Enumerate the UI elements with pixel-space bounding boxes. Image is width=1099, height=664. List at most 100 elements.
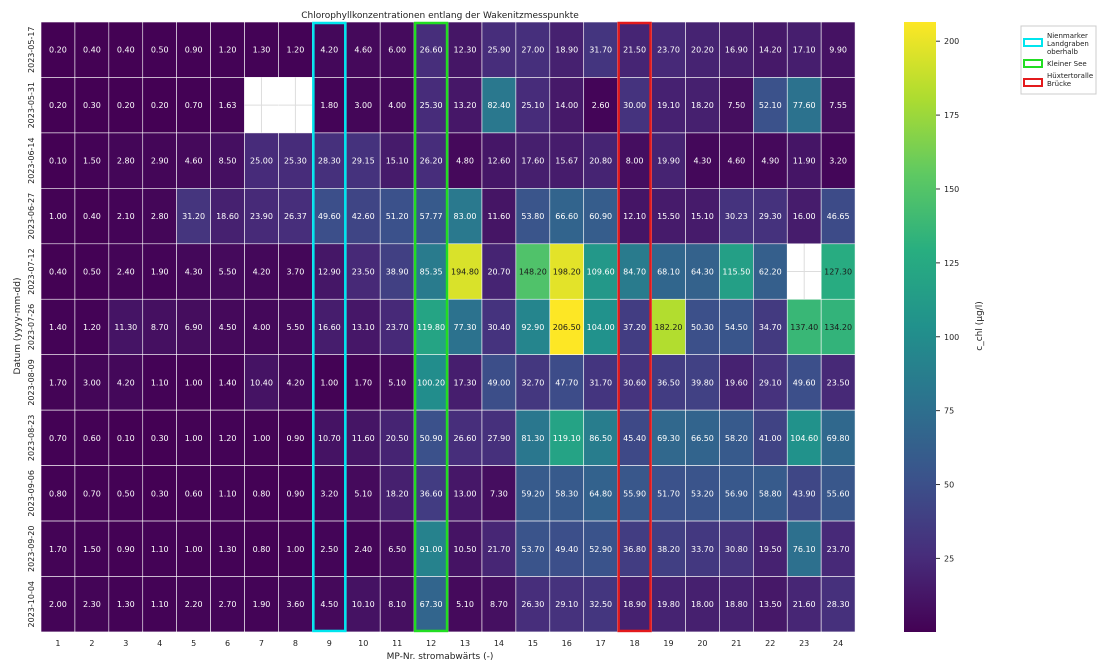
- cell-value-label: 21.50: [623, 46, 646, 55]
- heatmap-cell: [74, 354, 110, 411]
- heatmap-cell: [786, 409, 822, 466]
- cell-value-label: 109.60: [587, 268, 615, 277]
- cell-value-label: 13.10: [352, 323, 375, 332]
- heatmap-cell: [379, 298, 415, 356]
- heatmap-cell: [244, 132, 279, 189]
- cell-value-label: 12.60: [487, 157, 510, 166]
- cell-value-label: 4.50: [219, 323, 237, 332]
- cell-value-label: 182.20: [655, 323, 683, 332]
- legend-label: Nienmarker Landgraben oberhalb: [1047, 32, 1089, 56]
- cell-value-label: 0.90: [185, 46, 203, 55]
- cell-value-label: 0.30: [151, 489, 169, 498]
- cell-value-label: 25.90: [487, 46, 510, 55]
- cell-value-label: 46.65: [827, 212, 850, 221]
- heatmap-cell: [345, 465, 381, 522]
- y-tick-label: 2023-08-09: [27, 359, 36, 406]
- cell-value-label: 1.20: [286, 46, 304, 55]
- cell-value-label: 21.70: [487, 545, 510, 554]
- heatmap-cell: [244, 21, 279, 78]
- cell-value-label: 32.70: [521, 378, 544, 387]
- heatmap-cell: [210, 132, 245, 189]
- heatmap-cell: [820, 298, 856, 356]
- colorbar-gradient: [904, 22, 936, 632]
- heatmap-cell: [176, 520, 211, 577]
- heatmap-cell: [447, 243, 483, 300]
- heatmap-cell: [753, 465, 788, 522]
- heatmap-cell: [447, 520, 483, 577]
- cell-value-label: 1.10: [151, 600, 169, 609]
- cell-value-label: 3.60: [286, 600, 304, 609]
- cell-value-label: 0.80: [253, 545, 271, 554]
- cell-value-label: 23.70: [657, 46, 680, 55]
- heatmap-cell: [312, 243, 347, 300]
- cell-value-label: 2.10: [117, 212, 135, 221]
- cell-value-label: 1.00: [286, 545, 304, 554]
- cell-value-label: 36.50: [657, 378, 680, 387]
- cell-value-label: 4.20: [253, 268, 271, 277]
- cell-value-label: 19.80: [657, 600, 680, 609]
- cell-value-label: 12.90: [318, 268, 341, 277]
- cell-value-label: 3.20: [320, 489, 338, 498]
- heatmap-cell: [379, 243, 415, 300]
- cell-value-label: 27.90: [487, 434, 510, 443]
- heatmap-cell: [74, 520, 110, 577]
- y-tick-label: 2023-06-27: [27, 193, 36, 240]
- heatmap-cell: [345, 409, 381, 466]
- cell-value-label: 0.20: [49, 101, 67, 110]
- heatmap-cell: [481, 576, 517, 633]
- cell-value-label: 4.20: [117, 378, 135, 387]
- cell-value-label: 5.10: [354, 489, 372, 498]
- x-tick-label: 17: [596, 639, 606, 648]
- heatmap-cell: [108, 298, 144, 356]
- heatmap-cell: [312, 354, 347, 411]
- heatmap-cell: [685, 409, 720, 466]
- cell-value-label: 0.90: [117, 545, 135, 554]
- cell-value-label: 51.70: [657, 489, 680, 498]
- heatmap-cell: [74, 188, 110, 245]
- heatmap-cell: [583, 520, 618, 577]
- cell-value-label: 85.35: [420, 268, 443, 277]
- cell-value-label: 0.40: [117, 46, 135, 55]
- cell-value-label: 86.50: [589, 434, 612, 443]
- cell-value-label: 64.80: [589, 489, 612, 498]
- colorbar-tick-label: 25: [944, 554, 954, 563]
- cell-value-label: 1.00: [49, 212, 67, 221]
- chart-title: Chlorophyllkonzentrationen entlang der W…: [301, 11, 579, 21]
- cell-value-label: 0.70: [49, 434, 67, 443]
- cell-value-label: 100.20: [417, 378, 445, 387]
- cell-value-label: 81.30: [521, 434, 544, 443]
- heatmap-cell: [549, 465, 585, 522]
- x-tick-label: 13: [460, 639, 470, 648]
- heatmap-cell: [345, 243, 381, 300]
- cell-value-label: 37.20: [623, 323, 646, 332]
- cell-value-label: 20.20: [691, 46, 714, 55]
- cell-value-label: 4.90: [761, 157, 779, 166]
- x-tick-label: 22: [765, 639, 775, 648]
- cell-value-label: 26.30: [521, 600, 544, 609]
- cell-value-label: 2.40: [354, 545, 372, 554]
- heatmap-cell: [142, 77, 177, 134]
- heatmap-cell: [244, 520, 279, 577]
- cell-value-label: 1.70: [49, 378, 67, 387]
- cell-value-label: 20.70: [487, 268, 510, 277]
- heatmap-cell: [40, 132, 76, 189]
- cell-value-label: 18.20: [691, 101, 714, 110]
- cell-value-label: 20.50: [386, 434, 409, 443]
- heatmap-cell: [651, 354, 686, 411]
- cell-value-label: 25.00: [250, 157, 273, 166]
- cell-value-label: 2.50: [320, 545, 338, 554]
- heatmap-cell: [74, 243, 110, 300]
- cell-value-label: 4.60: [727, 157, 745, 166]
- heatmap-cell: [244, 465, 279, 522]
- cell-value-label: 148.20: [519, 268, 547, 277]
- y-tick-label: 2023-05-17: [27, 26, 36, 73]
- heatmap-cell: [719, 409, 754, 466]
- heatmap-cell: [312, 77, 347, 134]
- cell-value-label: 26.60: [454, 434, 477, 443]
- colorbar-tick-label: 75: [944, 407, 954, 416]
- heatmap-cell: [210, 298, 245, 356]
- heatmap-cell: [413, 576, 449, 633]
- cell-value-label: 28.30: [827, 600, 850, 609]
- cell-value-label: 1.30: [253, 46, 271, 55]
- cell-value-label: 0.40: [49, 268, 67, 277]
